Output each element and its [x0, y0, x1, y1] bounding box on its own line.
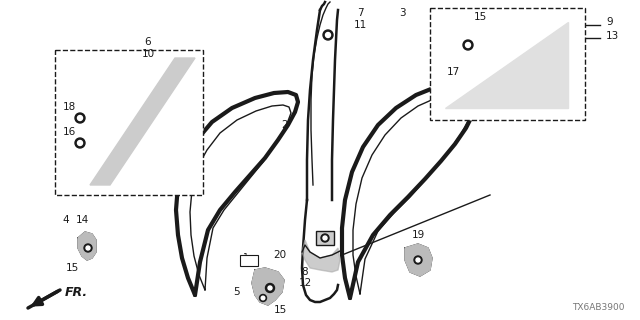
Circle shape — [77, 116, 83, 121]
Text: 11: 11 — [353, 20, 367, 30]
Bar — [430, 8, 585, 120]
Circle shape — [75, 138, 85, 148]
Circle shape — [261, 296, 265, 300]
Text: 13: 13 — [606, 31, 620, 41]
Text: 19: 19 — [412, 230, 424, 240]
Polygon shape — [90, 58, 195, 185]
Text: 15: 15 — [65, 263, 79, 273]
Circle shape — [323, 30, 333, 40]
Polygon shape — [252, 268, 284, 305]
Text: 15: 15 — [273, 305, 287, 315]
Polygon shape — [78, 232, 96, 260]
Bar — [240, 255, 258, 266]
Text: 6: 6 — [145, 37, 151, 47]
Circle shape — [77, 140, 83, 146]
Text: 17: 17 — [446, 67, 460, 77]
Text: 12: 12 — [298, 278, 312, 288]
Text: 2: 2 — [282, 120, 288, 130]
Text: 1: 1 — [243, 253, 249, 262]
Polygon shape — [302, 240, 340, 272]
Polygon shape — [445, 22, 568, 108]
Text: 4: 4 — [63, 215, 69, 225]
Circle shape — [259, 294, 266, 301]
Circle shape — [84, 244, 92, 252]
Circle shape — [465, 43, 470, 47]
Circle shape — [266, 284, 275, 292]
Circle shape — [86, 246, 90, 250]
Polygon shape — [405, 244, 432, 276]
Text: 14: 14 — [76, 215, 88, 225]
Circle shape — [463, 40, 473, 50]
Circle shape — [321, 234, 329, 242]
Text: 16: 16 — [63, 127, 76, 137]
Text: FR.: FR. — [65, 286, 88, 300]
Bar — [316, 231, 334, 245]
Bar — [55, 50, 203, 195]
Text: 3: 3 — [399, 8, 405, 18]
Text: 9: 9 — [606, 17, 612, 27]
Text: 15: 15 — [474, 12, 486, 22]
Text: 5: 5 — [233, 287, 239, 297]
Text: 7: 7 — [356, 8, 364, 18]
Text: 10: 10 — [141, 49, 155, 59]
Text: 18: 18 — [63, 102, 76, 112]
Circle shape — [416, 258, 420, 262]
Text: 20: 20 — [273, 250, 287, 260]
Circle shape — [75, 113, 85, 123]
Text: TX6AB3900: TX6AB3900 — [573, 303, 625, 312]
Circle shape — [268, 286, 272, 290]
Text: 8: 8 — [301, 267, 308, 277]
Text: 1: 1 — [242, 257, 248, 267]
Circle shape — [326, 33, 330, 37]
Circle shape — [323, 236, 327, 240]
Circle shape — [414, 256, 422, 264]
